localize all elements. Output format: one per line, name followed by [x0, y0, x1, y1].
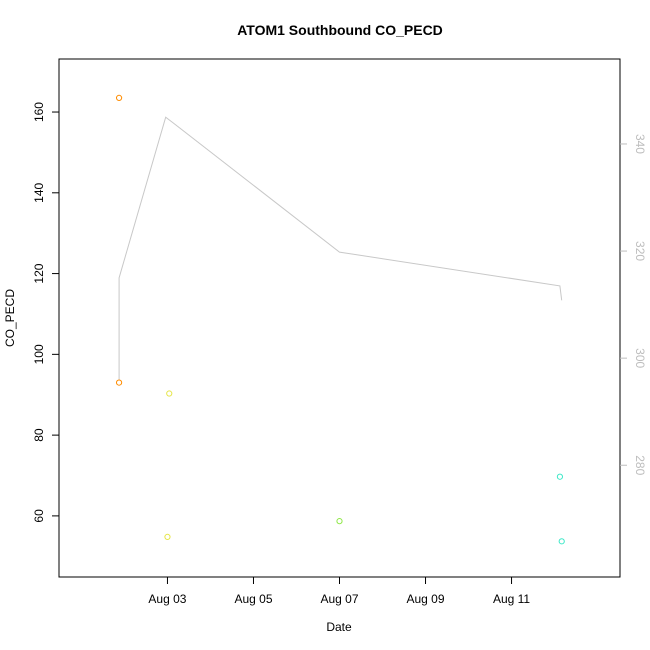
y-left-tick-label-1: 60 — [32, 509, 46, 523]
data-point-7 — [558, 538, 565, 545]
y-left-tick-label-5: 140 — [32, 182, 46, 202]
x-tick-label-3: Aug 07 — [320, 592, 358, 606]
x-tick-label-1: Aug 03 — [148, 592, 186, 606]
y-right-tick-label-2: 300 — [633, 348, 647, 368]
y-right-tick-label-1: 280 — [633, 455, 647, 475]
chart-title: ATOM1 Southbound CO_PECD — [237, 22, 443, 38]
line-series-layer — [118, 116, 563, 380]
x-axis: Aug 03 Aug 05 Aug 07 Aug 09 Aug 11 — [148, 577, 530, 606]
data-point-6 — [556, 473, 564, 480]
y-left-tick-label-6: 160 — [32, 102, 46, 122]
x-axis-label: Date — [326, 620, 352, 634]
y-axis-left: 60 80 100 120 140 160 — [32, 102, 59, 523]
points-layer — [115, 94, 565, 545]
data-point-3 — [166, 390, 173, 397]
y-axis-label: CO_PECD — [3, 289, 17, 347]
data-point-1 — [115, 94, 123, 101]
x-tick-label-4: Aug 09 — [406, 592, 444, 606]
data-point-5 — [336, 518, 343, 525]
y-right-tick-label-3: 320 — [633, 241, 647, 261]
y-axis-right: 280 300 320 340 — [620, 134, 647, 476]
y-left-tick-label-3: 100 — [32, 344, 46, 364]
y-left-tick-label-4: 120 — [32, 263, 46, 283]
data-point-4 — [164, 533, 171, 540]
plot-frame — [58, 58, 621, 578]
y-left-tick-label-2: 80 — [32, 428, 46, 442]
y-right-tick-label-4: 340 — [633, 134, 647, 154]
line-series — [118, 116, 563, 380]
x-tick-label-5: Aug 11 — [493, 592, 530, 606]
x-tick-label-2: Aug 05 — [234, 592, 272, 606]
data-point-2 — [115, 379, 123, 386]
